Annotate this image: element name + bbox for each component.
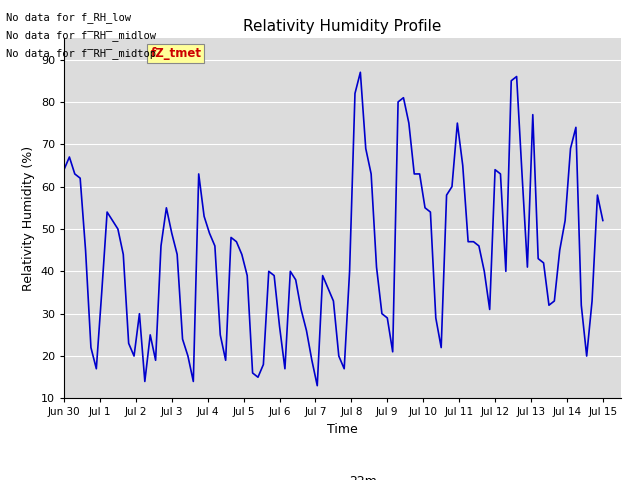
Y-axis label: Relativity Humidity (%): Relativity Humidity (%) xyxy=(22,146,35,291)
Text: No data for f_RH_low: No data for f_RH_low xyxy=(6,12,131,23)
Text: No data for f̅RH̅_midlow: No data for f̅RH̅_midlow xyxy=(6,30,156,41)
Legend: 22m: 22m xyxy=(303,470,382,480)
Text: No data for f̅RH̅_midtop: No data for f̅RH̅_midtop xyxy=(6,48,156,60)
Text: fZ_tmet: fZ_tmet xyxy=(150,48,202,60)
X-axis label: Time: Time xyxy=(327,423,358,436)
Title: Relativity Humidity Profile: Relativity Humidity Profile xyxy=(243,20,442,35)
